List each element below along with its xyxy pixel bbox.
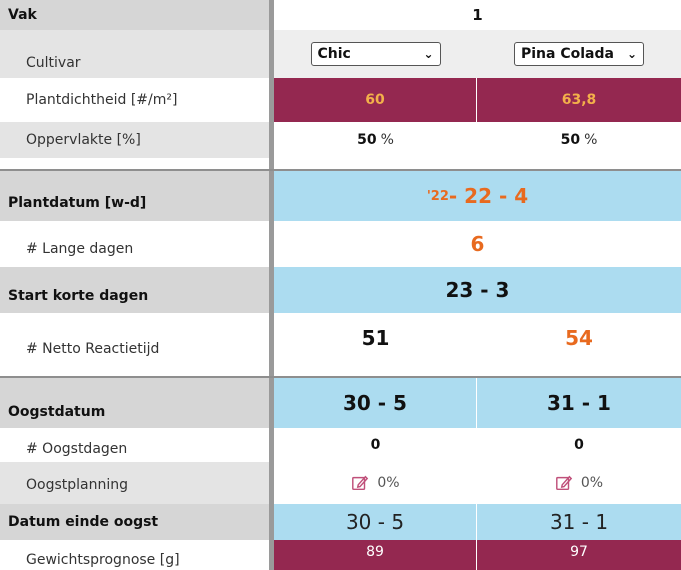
datum-einde-oogst-1: 30 - 5 bbox=[274, 504, 477, 540]
section-divider-1 bbox=[0, 169, 681, 171]
label-oogstplanning-text: Oogstplanning bbox=[26, 477, 129, 493]
label-vak: Vak bbox=[0, 0, 269, 30]
chevron-down-icon: ⌄ bbox=[626, 47, 637, 61]
label-lange-dagen: # Lange dagen bbox=[0, 221, 269, 267]
spacer-1 bbox=[0, 158, 269, 169]
gewichtsprognose-value-2: 97 bbox=[570, 544, 588, 560]
plantdichtheid-value-1: 60 bbox=[365, 92, 385, 108]
label-oppervlakte-text: Oppervlakte [%] bbox=[26, 132, 141, 148]
oppervlakte-value-2: 50 bbox=[560, 132, 581, 148]
label-plantdichtheid-text: Plantdichtheid [#/m²] bbox=[26, 92, 178, 108]
label-cultivar-text: Cultivar bbox=[26, 55, 81, 71]
oogstdatum-value-2: 31 - 1 bbox=[547, 391, 611, 415]
oogstdagen-2: 0 bbox=[477, 428, 681, 462]
oogstdagen-value-2: 0 bbox=[574, 437, 584, 453]
label-datum-einde-oogst-text: Datum einde oogst bbox=[8, 514, 159, 530]
netto-reactietijd-2: 54 bbox=[477, 313, 681, 363]
cultivar-value-1: Chic bbox=[317, 46, 351, 62]
oogstdatum-1: 30 - 5 bbox=[274, 378, 477, 428]
cultivar-cell-2: Pina Colada ⌄ bbox=[477, 30, 681, 78]
label-start-korte-dagen-text: Start korte dagen bbox=[8, 288, 149, 304]
gewichtsprognose-2: 97 bbox=[477, 540, 681, 570]
label-plantdatum: Plantdatum [w-d] bbox=[0, 171, 269, 221]
oogstplanning-2[interactable]: 0% bbox=[477, 462, 681, 504]
plantdatum-year: '22 bbox=[426, 188, 449, 204]
plantdichtheid-value-2: 63,8 bbox=[561, 92, 597, 108]
label-vak-text: Vak bbox=[8, 7, 37, 23]
label-oogstdagen-text: # Oogstdagen bbox=[26, 441, 128, 457]
label-plantdichtheid: Plantdichtheid [#/m²] bbox=[0, 78, 269, 122]
cultivar-select-2[interactable]: Pina Colada ⌄ bbox=[514, 42, 644, 66]
oogstdatum-2: 31 - 1 bbox=[477, 378, 681, 428]
lange-dagen-value: 6 bbox=[470, 232, 485, 256]
netto-reactietijd-value-2: 54 bbox=[565, 326, 593, 350]
oppervlakte-2[interactable]: 50% bbox=[477, 122, 681, 158]
oppervlakte-1[interactable]: 50% bbox=[274, 122, 477, 158]
plantdichtheid-2[interactable]: 63,8 bbox=[477, 78, 681, 122]
oogstdatum-value-1: 30 - 5 bbox=[343, 391, 407, 415]
label-gewichtsprognose-text: Gewichtsprognose [g] bbox=[26, 552, 180, 568]
netto-reactietijd-1: 51 bbox=[274, 313, 477, 363]
column-divider bbox=[269, 0, 274, 570]
label-cultivar: Cultivar bbox=[0, 30, 269, 78]
label-netto-reactietijd: # Netto Reactietijd bbox=[0, 313, 269, 363]
lange-dagen-cell: 6 bbox=[274, 221, 681, 267]
chevron-down-icon: ⌄ bbox=[423, 47, 434, 61]
cultivar-select-1[interactable]: Chic ⌄ bbox=[310, 42, 441, 66]
gewichtsprognose-value-1: 89 bbox=[366, 544, 384, 560]
label-plantdatum-text: Plantdatum [w-d] bbox=[8, 195, 147, 211]
cultivar-cell-1: Chic ⌄ bbox=[274, 30, 477, 78]
datum-einde-oogst-value-1: 30 - 5 bbox=[345, 510, 405, 534]
label-oogstdagen: # Oogstdagen bbox=[0, 428, 269, 462]
netto-reactietijd-value-1: 51 bbox=[361, 326, 390, 350]
label-start-korte-dagen: Start korte dagen bbox=[0, 267, 269, 313]
label-oogstplanning: Oogstplanning bbox=[0, 462, 269, 504]
label-netto-reactietijd-text: # Netto Reactietijd bbox=[26, 341, 160, 357]
vak-number: 1 bbox=[274, 0, 681, 30]
start-korte-dagen-cell: 23 - 3 bbox=[274, 267, 681, 313]
oogstdagen-value-1: 0 bbox=[370, 437, 381, 453]
vak-number-text: 1 bbox=[472, 6, 483, 24]
label-lange-dagen-text: # Lange dagen bbox=[26, 241, 134, 257]
percent-unit-2: % bbox=[584, 132, 598, 148]
plantdatum-cell[interactable]: '22 - 22 - 4 bbox=[274, 171, 681, 221]
label-gewichtsprognose: Gewichtsprognose [g] bbox=[0, 540, 269, 570]
oogstdagen-1: 0 bbox=[274, 428, 477, 462]
edit-icon[interactable] bbox=[351, 474, 369, 492]
plantdichtheid-1[interactable]: 60 bbox=[274, 78, 477, 122]
section-divider-2 bbox=[0, 376, 681, 378]
spacer-2 bbox=[0, 363, 269, 376]
label-oogstdatum: Oogstdatum bbox=[0, 378, 269, 428]
oogstplanning-value-2: 0% bbox=[580, 475, 604, 491]
oogstplanning-1[interactable]: 0% bbox=[274, 462, 477, 504]
plantdatum-value: - 22 - 4 bbox=[448, 184, 529, 208]
edit-icon[interactable] bbox=[555, 474, 573, 492]
oogstplanning-value-1: 0% bbox=[377, 475, 400, 491]
datum-einde-oogst-value-2: 31 - 1 bbox=[549, 510, 609, 534]
start-korte-dagen-value: 23 - 3 bbox=[445, 278, 510, 302]
label-oogstdatum-text: Oogstdatum bbox=[8, 404, 106, 420]
label-oppervlakte: Oppervlakte [%] bbox=[0, 122, 269, 158]
percent-unit-1: % bbox=[380, 132, 394, 148]
cultivar-value-2: Pina Colada bbox=[521, 46, 614, 62]
gewichtsprognose-1: 89 bbox=[274, 540, 477, 570]
label-datum-einde-oogst: Datum einde oogst bbox=[0, 504, 269, 540]
datum-einde-oogst-2: 31 - 1 bbox=[477, 504, 681, 540]
oppervlakte-value-1: 50 bbox=[357, 132, 377, 148]
